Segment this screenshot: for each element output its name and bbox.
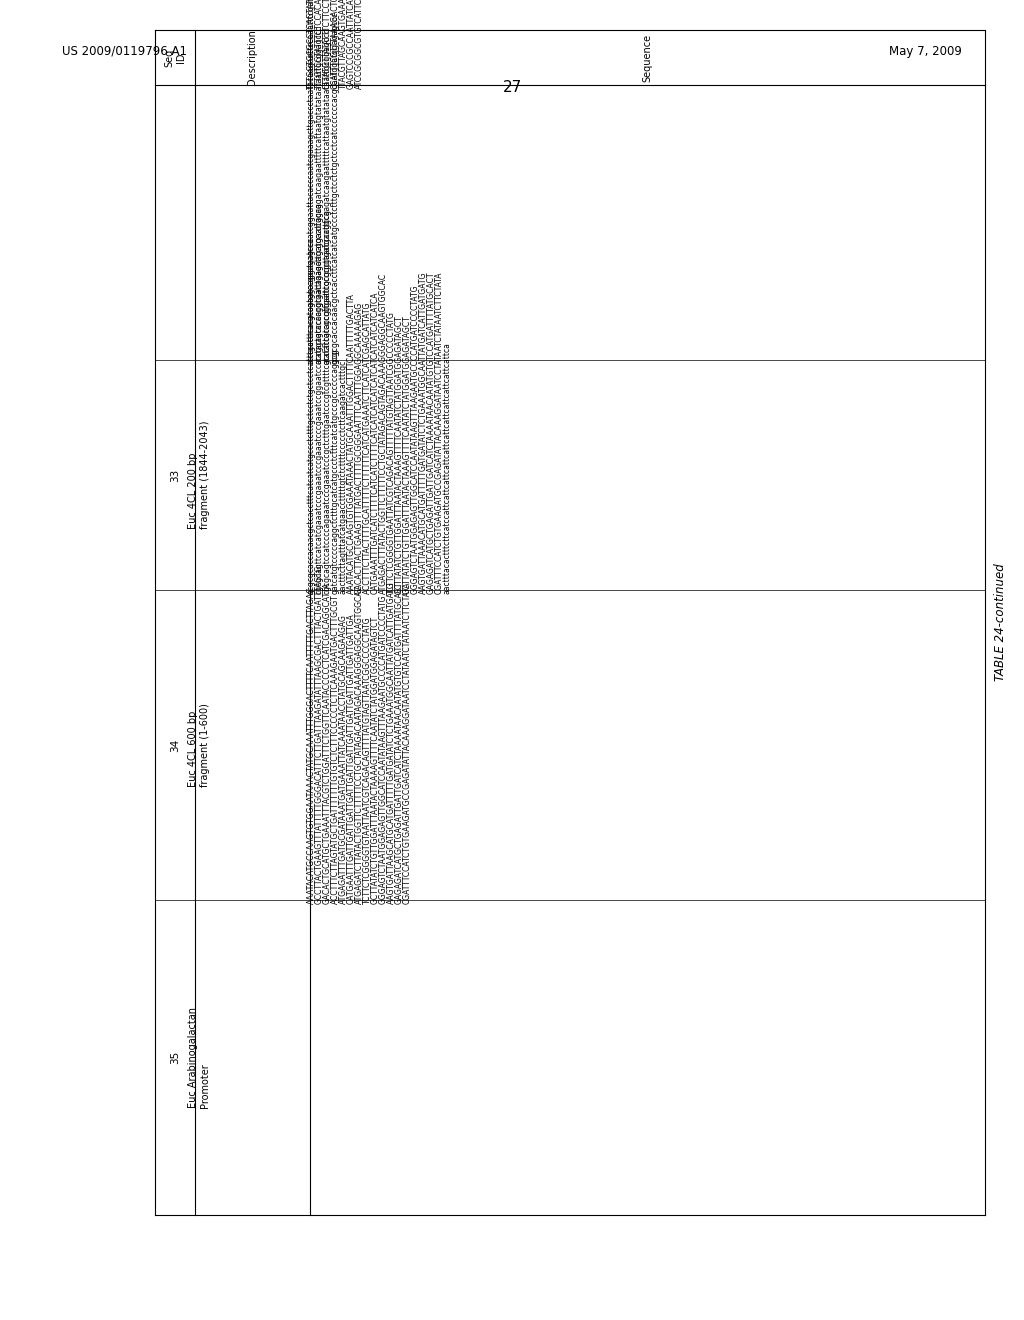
Text: TCTTCTCGGGGTGAATTATCGTCAGACAGTTTTTATGTAGTTAATCGGCCCCCTATG: TCTTCTCGGGGTGAATTATCGTCAGACAGTTTTTATGTAG…: [387, 312, 396, 594]
Text: CGATTTCCATCTGTGAAGATGCCGAGATATTACAAAGGATAATCCTATAATCTATAATCTTCTATA: CGATTTCCATCTGTGAAGATGCCGAGATATTACAAAGGAT…: [403, 582, 412, 904]
Text: GCTTATATCTGTTGGATTTAATACTAAAGTTTTCAATATCTATGGATGGAGATAGCT: GCTTATATCTGTTGGATTTAATACTAAAGTTTTCAATATC…: [403, 315, 412, 594]
Text: AAATACATGCCAAGTGTGGAAATAAACTATGCAAATTTGGACTTTTCAATTTTTGACTTA: AAATACATGCCAAGTGTGGAAATAAACTATGCAAATTTGG…: [347, 293, 356, 594]
Text: aactttcttagtttatcatgaacctttttgtctcttttccccctcttcaagatcactttgc: aactttcttagtttatcatgaacctttttgtctcttttcc…: [339, 360, 348, 594]
Text: 33: 33: [170, 469, 180, 482]
Text: GCCTTACTGAAGTTTATTTTTGGGACATTTCTTGATTTAAGATATTTAAGCGACTTTACTGATTTAGTG: GCCTTACTGAAGTTTATTTTTGGGACATTTCTTGATTTAA…: [315, 565, 324, 904]
Text: ACCTTTCTTAGTATGCTGATTTTTTTGTGTCTCTTTCCCCCTCTTCAAAGAATGACTTTGCGT: ACCTTTCTTAGTATGCTGATTTTTTTGTGTCTCTTTCCCC…: [331, 594, 340, 904]
Text: cgcgcagtccatccccagaaatcccgaaatcccgctctttgaatcccgtcgttttcgcccttcatcgccggaatcccccg: cgcgcagtccatccccagaaatcccgaaatcccgctcttt…: [323, 209, 332, 594]
Text: GCTTATATCTGTTGGATTTAATACTAAAGTTTTCAATATCTATGGATGGAGATAGCT: GCTTATATCTGTTGGATTTAATACTAAAGTTTTCAATATC…: [395, 315, 404, 594]
Text: 34: 34: [170, 738, 180, 751]
Text: Euc 4CL 200 bp
fragment (1844-2043): Euc 4CL 200 bp fragment (1844-2043): [188, 421, 210, 529]
Text: TTTGTCGTATTTCTCCACAGATAATTTGTTGATTTGTTGTCTCTGGTCCTTCACACCCT: TTTGTCGTATTTCTCCACAGATAATTTGTTGATTTGTTGT…: [315, 0, 324, 88]
Text: gcgcgcaccacaacgctcacctttcatcatcatgccctctttgctcctctgctcctcatcccccccacgcaatggaagga: gcgcgcaccacaacgctcacctttcatcatcatgccctct…: [307, 236, 316, 594]
Text: ACCTTTCTTACTTTTGCATTTTTCTTTTTTCATCATGAAATCTTCATCATCGAGCATTATG: ACCTTTCTTACTTTTGCATTTTTCTTTTTTCATCATGAAA…: [362, 302, 372, 594]
Text: CCATTTCGTTTAAAGACTCTGTTATCCGATTTCCCGATTTCCCGTTCAACAATTGG: CCATTTCGTTTAAAGACTCTGTTATCCGATTTCCCGATTT…: [331, 0, 340, 88]
Text: cgcgcagttcatcatcgaaatcccgaaatcccgaaatcccgaaatccggaatcccccggaacccccggcaacaaaaaacc: cgcgcagttcatcatcgaaatcccgaaatcccgaaatccc…: [315, 202, 324, 594]
Text: ATCCGCGGCGTGTCATTCTATGTTACTAGATCC: ATCCGCGGCGTGTCATTCTATGTTACTAGATCC: [355, 0, 364, 88]
Text: GCTTATATCTGTTGGATTTAATACTAAAAGTTTTCAATATCTATGGATGGAGATAGTCT: GCTTATATCTGTTGGATTTAATACTAAAAGTTTTCAATAT…: [371, 616, 380, 904]
Text: US 2009/0119796 A1: US 2009/0119796 A1: [62, 45, 187, 58]
Text: CATGAAATTTGATCATCTTTTCATCATCTTTTCATCATCATCATCATCATCATCATCATCATCA: CATGAAATTTGATCATCTTTTCATCATCTTTTCATCATCA…: [371, 292, 380, 594]
Text: GACACTTACTGAAGTTTTATGACTTTTGCGGGAATTTCAATTTGGAGGCAAAAAGAG: GACACTTACTGAAGTTTTATGACTTTTGCGGGAATTTCAA…: [355, 302, 364, 594]
Text: GAGAGATCATGCTGAGATTGATTGATCATCTAAAATAACAATATGTGTCCATGATTTTATGCACT: GAGAGATCATGCTGAGATTGATTGATCATCTAAAATAACA…: [395, 582, 404, 904]
Text: ATGAGATCTTATACTGGTTCTTTTTCCTGCTATAGACAATAGACAAAGGGAGGCAAGTGGCAC: ATGAGATCTTATACTGGTTCTTTTTCCTGCTATAGACAAT…: [355, 585, 364, 904]
Text: CGATTTCCATCTGTGAAGATGCCGAGATATTACAAAGGATAATCCTATAATCTATAATCTTCTATA: CGATTTCCATCTGTGAAGATGCCGAGATATTACAAAGGAT…: [435, 272, 444, 594]
Text: Sequence: Sequence: [642, 33, 652, 82]
Text: gcgcgcaccacaacgctcaccttcatcatcatgccctctttgctcctctgctcctcatcccccccacgcaatggatggag: gcgcgcaccacaacgctcaccttcatcatcatgccctctt…: [331, 12, 340, 364]
Text: ATGAGATTTGATGCGATAAATGATGAAATTATCAAATAACCTATGCAGCAAGAAGAG: ATGAGATTTGATGCGATAAATGATGAAATTATCAAATAAC…: [339, 614, 348, 904]
Text: ATGAGACTTTATACTGGTTCTTTTTCCTGCTATAGACAGTAGACAAAGGGAGGCAAGTGGCAC: ATGAGACTTTATACTGGTTCTTTTTCCTGCTATAGACAGT…: [379, 273, 388, 594]
Text: TTTGGTGCGCCTCAGTATCGATGCGTTATTTGTGATAATAATTCGGTTGATGTTCAGTG: TTTGGTGCGCCTCAGTATCGATGCGTTATTTGTGATAATA…: [307, 0, 316, 88]
Text: TABLE 24-continued: TABLE 24-continued: [993, 564, 1007, 681]
Text: AAATACATGCCAAGTGTGGAATAAACTATGCAAATTTGGGACTTTTCAATTTTTGACTTAGAC: AAATACATGCCAAGTGTGGAATAAACTATGCAAATTTGGG…: [307, 586, 316, 904]
Text: gatcatgtcccccaggctctttgcatcatgccctctttcatcatgcccgccccccaggcg: gatcatgtcccccaggctctttgcatcatgccctctttca…: [331, 348, 340, 594]
Text: GGGAGTCTAATGGAGAGTTGGCATCCAATATAAGTTTAAGAATGCCCCATGATCCCCTATG: GGGAGTCTAATGGAGAGTTGGCATCCAATATAAGTTTAAG…: [379, 594, 388, 904]
Text: AAGTGATTAAACATGCATGATTTTTGATGATATCTCTGAAATGGCAATTATGATCATTGATGATG: AAGTGATTAAACATGCATGATTTTTGATGATATCTCTGAA…: [419, 272, 428, 594]
Text: TCTTCTCGGGGTGTAATTAATCGTCAGACAGTTTTATGTAGTTAATCGGCCCCCTATG: TCTTCTCGGGGTGTAATTAATCGTCAGACAGTTTTATGTA…: [362, 616, 372, 904]
Text: Description: Description: [248, 29, 257, 86]
Text: Seq
ID: Seq ID: [164, 49, 185, 66]
Text: atatactgtacaacgtgatttgagcttgatgaattacaagatcaagaatttttcattaatgtatataataattgcggagc: atatactgtacaacgtgatttgagcttgatgaattacaag…: [315, 25, 324, 364]
Text: GAGAGATCATGCTGAGATTGATTGATCATCTAAAATAACAATATGTGTCCATGATTTTATGCACT: GAGAGATCATGCTGAGATTGATTGATCATCTAAAATAACA…: [427, 272, 436, 594]
Text: aactttacactttcttcatccattcattcattcattcattcattcattcattcattcattcattca: aactttacactttcttcatccattcattcattcattcatt…: [443, 342, 452, 594]
Text: May 7, 2009: May 7, 2009: [889, 45, 962, 58]
Text: TTACGTTAGCAAGTGAAATAATTAACACTTATGACAATTATGAGACGTTTTATGATTA: TTACGTTAGCAAGTGAAATAATTAACACTTATGACAATTA…: [339, 0, 348, 88]
Text: 35: 35: [170, 1051, 180, 1064]
Text: GGGAGTCTAATGGAGAGTTGGCATCCAATATAAGTTTAAGAATGCCCCATGATCCCCTATG: GGGAGTCTAATGGAGAGTTGGCATCCAATATAAGTTTAAG…: [411, 285, 420, 594]
Text: atttgatttcacatcgaatccgaataatccaatcggaattacacccaatcgaaagcttgaccctaatacaagaattccaa: atttgatttcacatcgaatccgaataatccaatcggaatt…: [307, 0, 316, 364]
Text: GAGTCCCGCCAATTATCATATTACTACGGAACAAAATAGTGCAGCAACTAGGATAAAAT: GAGTCCCGCCAATTATCATATTACTACGGAACAAAATAGT…: [347, 0, 356, 88]
Text: 27: 27: [503, 81, 521, 95]
Text: Euc Arabinogalactan
Promoter: Euc Arabinogalactan Promoter: [188, 1007, 210, 1107]
Text: GACACTGCATGCTGAAATTTACGTCTGGATTTCTGGTTCAATACCCCCTCATCGACAGGCATTA: GACACTGCATGCTGAAATTTACGTCTGGATTTCTGGTTCA…: [323, 582, 332, 904]
Text: CTTATGTTATATTTCTTCCTCGTCGTTTGAAGCCGATACTACGTCTGCCGCACTGCATA: CTTATGTTATATTTCTTCCTCGTCGTTTGAAGCCGATACT…: [323, 0, 332, 88]
Text: CATGAATTTGATTGATTGATTGATTGATTGATTGATTGATTGATTGATTGATTGATTGA: CATGAATTTGATTGATTGATTGATTGATTGATTGATTGAT…: [347, 614, 356, 904]
Text: AAGTGATTAAGCATGCATGATTTTTGATGATATCTCTGAAATGGCAATTATGATCATTGATGATG: AAGTGATTAAGCATGCATGATTTTTGATGATATCTCTGAA…: [387, 581, 396, 904]
Text: atatactgcaccgttgatttgcggcttgatgaatttcaagatcaagaatttttcattaatgtatataataattgcggagc: atatactgcaccgttgatttgcggcttgatgaatttcaag…: [323, 28, 332, 364]
Text: Euc 4CL 600 bp
fragment (1-600): Euc 4CL 600 bp fragment (1-600): [188, 704, 210, 787]
